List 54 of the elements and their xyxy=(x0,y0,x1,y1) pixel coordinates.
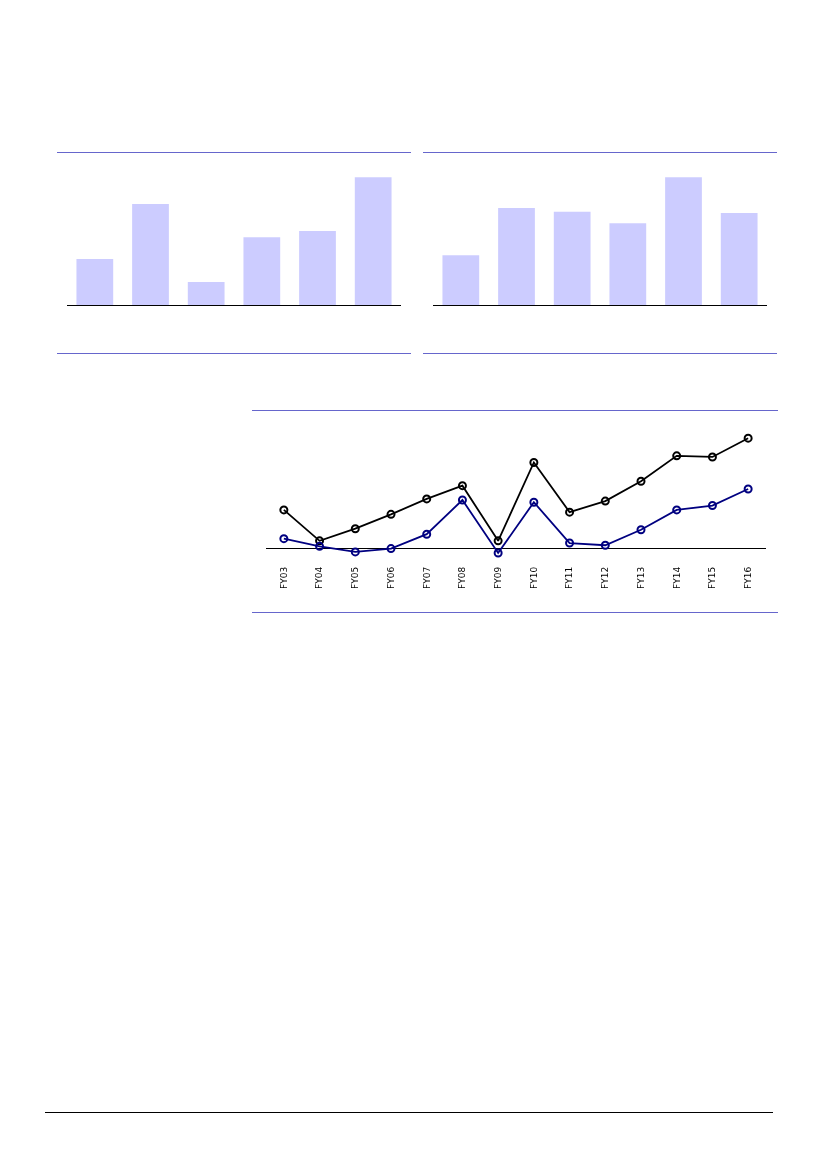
point xyxy=(672,451,682,461)
bar xyxy=(665,177,702,305)
x-tick-label: FY10 xyxy=(528,566,539,589)
bar xyxy=(553,211,591,305)
point xyxy=(600,540,610,550)
point xyxy=(529,457,539,467)
point xyxy=(636,525,646,535)
point xyxy=(600,496,610,506)
point xyxy=(315,541,325,551)
x-tick-label: FY13 xyxy=(635,566,646,589)
bar xyxy=(720,213,758,305)
x-tick-label: FY03 xyxy=(278,566,289,589)
point xyxy=(350,547,360,557)
x-tick-label: FY08 xyxy=(457,566,468,589)
x-tick-label: FY15 xyxy=(707,566,718,589)
point xyxy=(743,484,753,494)
x-tick-label: FY04 xyxy=(314,566,325,589)
point xyxy=(422,529,432,539)
x-tick-label: FY12 xyxy=(600,566,611,589)
point xyxy=(279,505,289,515)
point xyxy=(493,548,503,558)
x-tick-label: FY05 xyxy=(350,566,361,589)
point xyxy=(422,494,432,504)
bar xyxy=(76,259,114,305)
point xyxy=(529,497,539,507)
x-tick-label: FY09 xyxy=(493,566,504,589)
point xyxy=(386,544,396,554)
point xyxy=(565,507,575,517)
x-tick-label: FY11 xyxy=(564,566,575,589)
point xyxy=(493,536,503,546)
point xyxy=(707,452,717,462)
point xyxy=(350,524,360,534)
bar xyxy=(354,177,392,305)
point xyxy=(386,509,396,519)
bar xyxy=(609,223,647,305)
point xyxy=(743,433,753,443)
point xyxy=(315,536,325,546)
x-tick-label: FY14 xyxy=(671,566,682,589)
point xyxy=(457,481,467,491)
bar xyxy=(299,230,336,305)
point xyxy=(279,534,289,544)
x-tick-label: FY16 xyxy=(743,566,754,589)
bar xyxy=(187,282,225,305)
point xyxy=(457,495,467,505)
bar xyxy=(498,207,535,305)
x-tick-label: FY07 xyxy=(421,566,432,589)
bar xyxy=(243,237,281,305)
point xyxy=(636,476,646,486)
x-tick-label: FY06 xyxy=(385,566,396,589)
point xyxy=(672,505,682,515)
point xyxy=(707,501,717,511)
point xyxy=(565,538,575,548)
bar xyxy=(132,204,169,305)
bar xyxy=(442,255,480,305)
